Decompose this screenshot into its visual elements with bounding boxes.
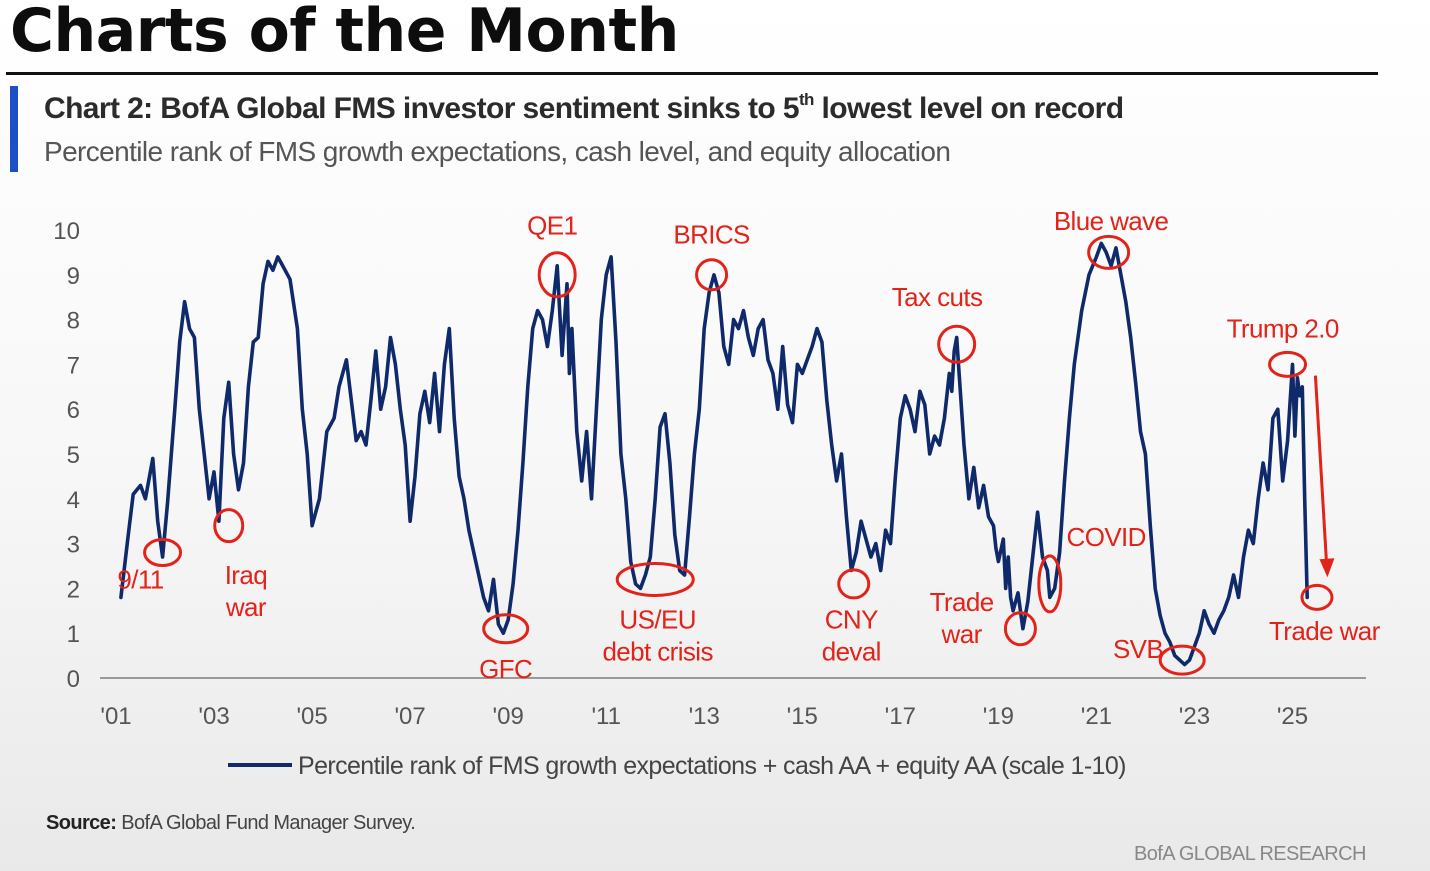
x-axis-ticks: '01 '03 '05 '07 '09 '11 '13 '15 '17 '19 '21 '23 '25 — [100, 703, 1308, 730]
annotation-label: SVB — [1113, 634, 1163, 664]
annotation-svb: SVB — [1113, 634, 1206, 676]
chart-title-main: Chart 2: BofA Global FMS investor sentim… — [44, 92, 800, 125]
chart-title: Chart 2: BofA Global FMS investor sentim… — [44, 90, 1125, 126]
y-tick-label: 3 — [67, 532, 80, 559]
annotation-circle — [615, 561, 695, 597]
x-tick-label: '13 — [689, 703, 720, 730]
x-tick-label: '01 — [100, 703, 131, 730]
x-tick-label: '11 — [591, 703, 621, 730]
x-tick-label: '21 — [1081, 703, 1112, 730]
annotation-label: GFC — [479, 654, 532, 684]
y-tick-label: 7 — [67, 352, 80, 379]
annotation-label: Trade war — [1269, 616, 1381, 646]
annotation-label: QE1 — [527, 210, 577, 240]
annotation-brics: BRICS — [673, 219, 751, 292]
annotation-label: war — [225, 592, 267, 622]
chart-subtitle: Percentile rank of FMS growth expectatio… — [44, 136, 951, 167]
annotation-qe1: QE1 — [527, 210, 578, 299]
x-tick-label: '03 — [198, 703, 229, 730]
annotation-label: 9/11 — [117, 564, 163, 594]
y-tick-label: 9 — [67, 263, 80, 290]
x-tick-label: '05 — [296, 703, 327, 730]
annotation-label: deval — [822, 637, 881, 667]
y-tick-label: 8 — [67, 308, 80, 335]
y-tick-label: 1 — [67, 621, 80, 648]
y-axis-ticks: 0 1 2 3 4 5 6 7 8 9 10 — [53, 218, 80, 693]
annotation-circle — [1003, 611, 1037, 647]
annotation-circle — [1300, 583, 1334, 611]
annotation-circle — [143, 538, 183, 568]
annotation-911: 9/11 — [117, 538, 183, 594]
source-note: Source: BofA Global Fund Manager Survey. — [46, 812, 416, 835]
y-tick-label: 0 — [67, 666, 80, 693]
y-tick-label: 10 — [53, 218, 80, 245]
decline-arrow — [1313, 375, 1335, 578]
annotation-circle — [1087, 234, 1131, 270]
annotation-circle — [695, 258, 729, 292]
chart-title-end: lowest level on record — [813, 92, 1125, 125]
title-divider — [6, 72, 1378, 75]
annotation-tradewar2: Trade war — [1269, 583, 1381, 646]
x-tick-label: '19 — [983, 703, 1014, 730]
source-label: Source: — [46, 812, 117, 834]
x-tick-label: '25 — [1277, 703, 1308, 730]
annotation-label: Trump 2.0 — [1227, 314, 1339, 344]
annotation-trump: Trump 2.0 — [1227, 314, 1339, 378]
x-tick-label: '23 — [1179, 703, 1210, 730]
source-text: BofA Global Fund Manager Survey. — [121, 812, 416, 834]
annotation-label: Blue wave — [1054, 206, 1169, 236]
annotation-covid: COVID — [1037, 522, 1146, 614]
annotation-gfc: GFC — [479, 613, 533, 684]
x-tick-label: '09 — [493, 703, 524, 730]
series-line — [119, 241, 1309, 667]
legend-label: Percentile rank of FMS growth expectatio… — [298, 752, 1126, 780]
annotation-circle — [1037, 554, 1063, 614]
annotation-circle — [1158, 644, 1206, 676]
annotation-circle — [213, 508, 245, 544]
annotation-label: COVID — [1067, 522, 1146, 552]
annotation-taxcuts: Tax cuts — [892, 282, 984, 364]
y-tick-label: 5 — [67, 442, 80, 469]
annotation-label: Iraq — [225, 560, 267, 590]
annotation-circle — [482, 613, 530, 645]
annotation-label: US/EU — [619, 605, 695, 635]
annotation-circle — [1268, 350, 1308, 378]
annotation-label: debt crisis — [602, 637, 713, 667]
branding: BofA GLOBAL RESEARCH — [1134, 843, 1366, 865]
y-tick-label: 2 — [67, 576, 80, 603]
y-tick-label: 4 — [67, 487, 80, 514]
y-tick-label: 6 — [67, 397, 80, 424]
annotation-label: CNY — [825, 605, 878, 635]
annotation-label: war — [941, 619, 983, 649]
annotation-circle — [937, 324, 977, 364]
chart-title-superscript: th — [798, 90, 814, 109]
page-title: Charts of the Month — [10, 0, 679, 66]
annotation-label: BRICS — [673, 219, 750, 249]
x-tick-label: '17 — [885, 703, 916, 730]
annotation-label: Tax cuts — [892, 282, 983, 312]
annotation-bluewave: Blue wave — [1054, 206, 1169, 270]
x-tick-label: '15 — [787, 703, 818, 730]
annotation-circle — [837, 568, 871, 600]
annotation-label: Trade — [930, 587, 994, 617]
accent-bar — [10, 86, 18, 172]
x-tick-label: '07 — [394, 703, 425, 730]
annotation-circle — [537, 251, 577, 299]
legend: Percentile rank of FMS growth expectatio… — [228, 752, 1126, 780]
